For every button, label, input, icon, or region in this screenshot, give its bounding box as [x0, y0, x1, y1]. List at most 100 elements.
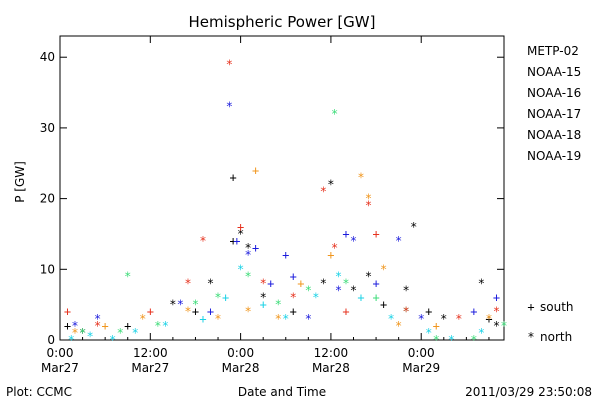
data-point-noaa-16: *	[162, 319, 169, 333]
data-point-noaa-19: *	[455, 312, 462, 326]
data-point-noaa-16: +	[260, 298, 267, 312]
plot-timestamp: 2011/03/29 23:50:08	[465, 385, 592, 399]
data-point-noaa-16: *	[86, 329, 93, 343]
data-point-noaa-16: *	[132, 326, 139, 340]
x-tick-date: Mar29	[402, 361, 440, 375]
data-point-metp-02: +	[425, 305, 432, 319]
data-point-noaa-18: *	[245, 305, 252, 319]
data-point-metp-02: *	[260, 291, 267, 305]
data-point-noaa-15: *	[245, 248, 252, 262]
data-point-noaa-18: *	[71, 326, 78, 340]
marker-legend-symbol: *	[527, 330, 534, 344]
x-tick-time: 12:00	[133, 346, 168, 360]
data-point-metp-02: +	[380, 298, 387, 312]
x-tick-time: 0:00	[227, 346, 254, 360]
data-point-metp-02: *	[320, 276, 327, 290]
y-axis: 0 10 20 30 40	[40, 50, 504, 347]
data-point-noaa-17: +	[372, 291, 379, 305]
data-point-noaa-15: +	[233, 234, 240, 248]
data-point-metp-02: *	[327, 177, 334, 191]
legend-entry: NOAA-16	[527, 86, 581, 100]
data-point-noaa-15: +	[267, 276, 274, 290]
data-point-noaa-17: *	[305, 284, 312, 298]
y-tick-label: 10	[40, 262, 55, 276]
data-point-noaa-15: *	[335, 284, 342, 298]
data-point-noaa-17: *	[275, 298, 282, 312]
plot-area-frame	[59, 35, 505, 341]
data-point-noaa-19: *	[94, 319, 101, 333]
data-point-noaa-19: *	[199, 234, 206, 248]
x-axis-label: Date and Time	[238, 385, 326, 399]
marker-legend-label: north	[540, 330, 572, 344]
data-point-noaa-15: *	[305, 312, 312, 326]
data-point-noaa-15: *	[418, 312, 425, 326]
data-point-noaa-17: *	[342, 276, 349, 290]
legend: METP-02 NOAA-15 NOAA-16 NOAA-17 NOAA-18 NOAA-…	[527, 44, 581, 344]
data-point-metp-02: +	[192, 305, 199, 319]
data-point-noaa-19: +	[372, 227, 379, 241]
data-points: +*+*+*++***+****+**+**+****+*+*++++**+*+…	[64, 57, 508, 347]
data-point-noaa-15: +	[493, 291, 500, 305]
data-point-noaa-18: +	[297, 276, 304, 290]
data-point-noaa-15: +	[470, 305, 477, 319]
data-point-noaa-18: +	[102, 319, 109, 333]
data-point-noaa-18: *	[485, 312, 492, 326]
data-point-noaa-17: *	[117, 326, 124, 340]
data-point-noaa-19: *	[331, 241, 338, 255]
y-axis-label: P [GW]	[13, 161, 27, 203]
data-point-noaa-15: *	[226, 100, 233, 114]
data-point-noaa-17: *	[470, 333, 477, 347]
data-point-noaa-19: *	[290, 291, 297, 305]
data-point-noaa-19: *	[184, 276, 191, 290]
data-point-noaa-17: *	[403, 305, 410, 319]
data-point-noaa-15: *	[71, 319, 78, 333]
data-point-noaa-16: *	[312, 291, 319, 305]
data-point-noaa-18: *	[395, 319, 402, 333]
data-point-noaa-18: +	[433, 319, 440, 333]
data-point-noaa-16: *	[448, 333, 455, 347]
data-point-noaa-19: +	[342, 305, 349, 319]
data-point-noaa-16: +	[357, 291, 364, 305]
y-tick-label: 0	[47, 333, 55, 347]
data-point-noaa-15: +	[207, 305, 214, 319]
data-point-noaa-15: *	[94, 312, 101, 326]
data-point-noaa-18: *	[365, 192, 372, 206]
data-point-noaa-17: *	[154, 319, 161, 333]
data-point-metp-02: +	[229, 170, 236, 184]
data-point-noaa-19: *	[365, 199, 372, 213]
data-point-noaa-18: *	[184, 305, 191, 319]
legend-entry: NOAA-18	[527, 128, 581, 142]
data-point-noaa-19: +	[64, 305, 71, 319]
data-point-noaa-16: *	[478, 326, 485, 340]
data-point-noaa-15: *	[177, 298, 184, 312]
x-tick-time: 0:00	[408, 346, 435, 360]
data-point-metp-02: *	[403, 284, 410, 298]
data-point-metp-02: +	[485, 312, 492, 326]
data-point-noaa-19: *	[260, 276, 267, 290]
y-tick-label: 40	[40, 50, 55, 64]
data-point-noaa-19: +	[147, 305, 154, 319]
data-point-noaa-15: *	[350, 234, 357, 248]
marker-legend-symbol: +	[527, 300, 534, 314]
data-point-noaa-19: *	[226, 57, 233, 71]
x-tick-date: Mar27	[131, 361, 169, 375]
marker-legend-label: south	[540, 300, 574, 314]
data-point-noaa-16: *	[388, 312, 395, 326]
data-point-metp-02: *	[365, 269, 372, 283]
legend-entry: NOAA-17	[527, 107, 581, 121]
data-point-noaa-15: *	[395, 234, 402, 248]
legend-entry: NOAA-15	[527, 65, 581, 79]
data-point-noaa-16: *	[109, 333, 116, 347]
data-point-noaa-18: *	[357, 170, 364, 184]
data-point-noaa-17: *	[433, 333, 440, 347]
data-point-metp-02: *	[440, 312, 447, 326]
data-point-metp-02: *	[410, 220, 417, 234]
data-point-noaa-15: +	[252, 241, 259, 255]
data-point-noaa-16: +	[199, 312, 206, 326]
data-point-noaa-17: *	[192, 298, 199, 312]
data-point-noaa-15: +	[342, 227, 349, 241]
data-point-noaa-16: *	[335, 269, 342, 283]
data-point-metp-02: *	[237, 227, 244, 241]
x-tick-time: 12:00	[314, 346, 349, 360]
